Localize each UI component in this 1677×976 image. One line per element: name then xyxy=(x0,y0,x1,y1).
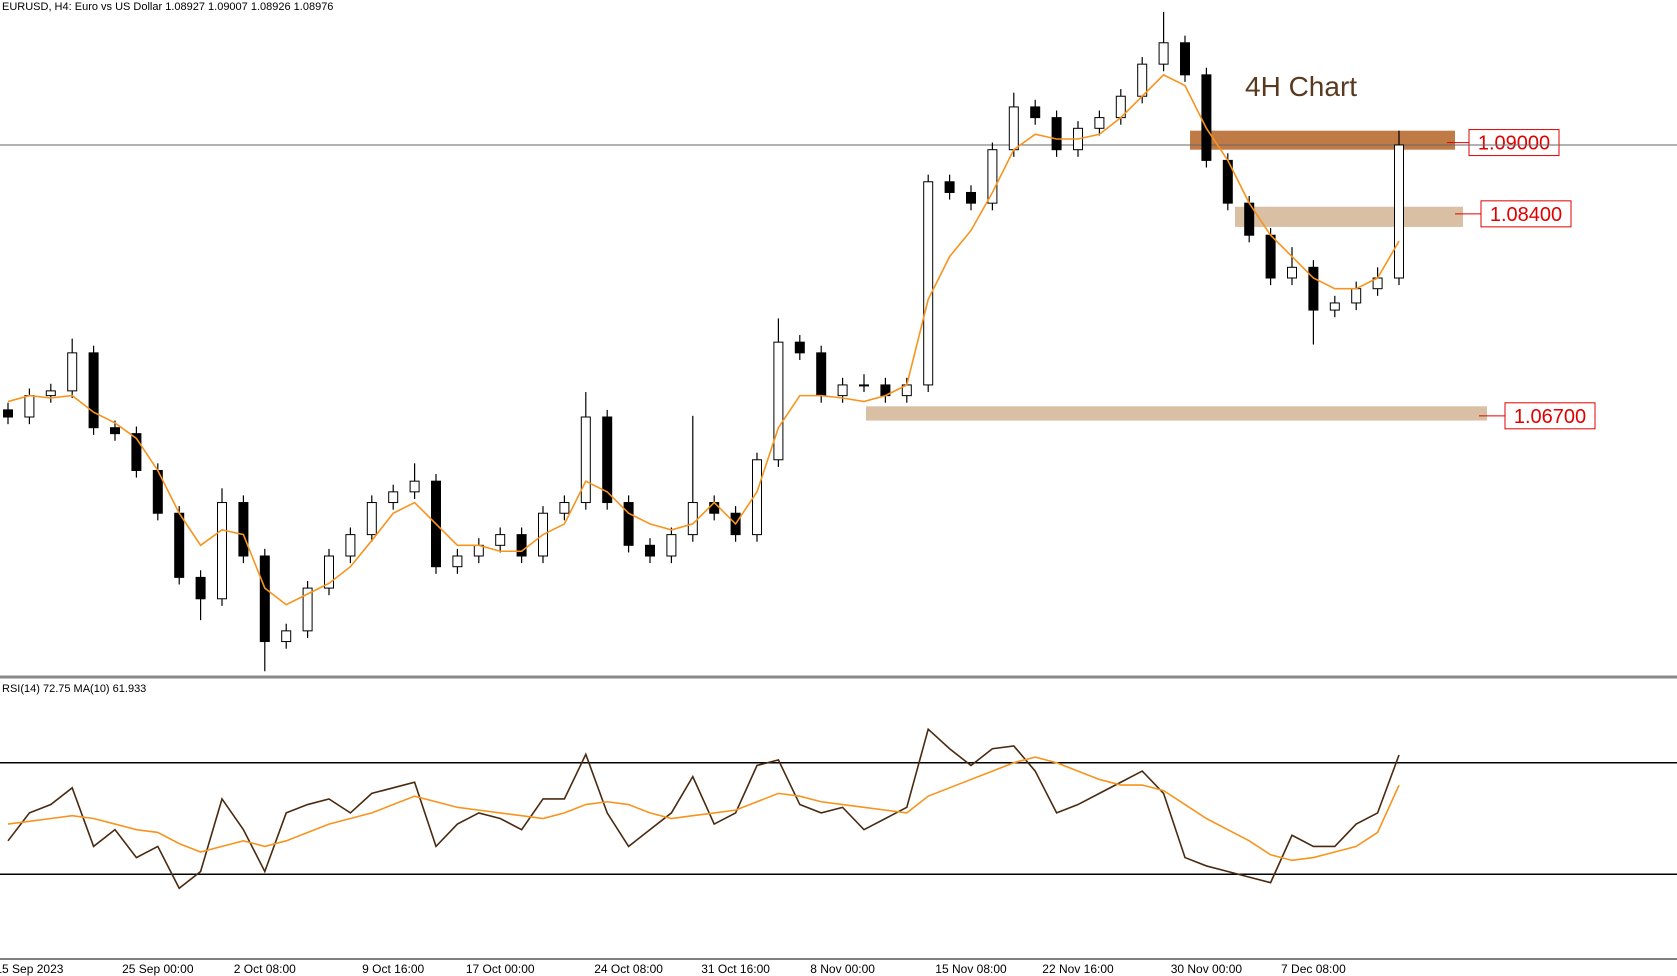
candle-body xyxy=(1180,42,1190,76)
candle-body xyxy=(217,502,227,600)
candle-body xyxy=(324,555,334,589)
candle-body xyxy=(773,341,784,461)
candle-body xyxy=(366,502,377,536)
candle-body xyxy=(131,433,142,471)
candle-body xyxy=(345,534,356,557)
candle-body xyxy=(1287,266,1297,279)
x-tick-label: 22 Nov 16:00 xyxy=(1042,962,1114,976)
zone xyxy=(1235,206,1463,227)
candle-body xyxy=(687,502,698,536)
candle-body xyxy=(1008,106,1019,151)
candle-body xyxy=(623,502,634,546)
x-tick-label: 31 Oct 16:00 xyxy=(701,962,770,976)
chart-header: EURUSD, H4: Euro vs US Dollar 1.08927 1.… xyxy=(2,1,333,13)
candle-body xyxy=(580,416,591,504)
candle-body xyxy=(67,352,78,392)
moving-average xyxy=(7,73,1400,606)
candle-body xyxy=(645,544,655,557)
x-tick-label: 2 Oct 08:00 xyxy=(234,962,296,976)
x-tick-label: 25 Sep 00:00 xyxy=(122,962,194,976)
candle-body xyxy=(1265,234,1276,279)
x-tick-label: 15 Nov 08:00 xyxy=(935,962,1007,976)
candle-body xyxy=(794,341,805,354)
candle-body xyxy=(110,427,120,435)
level-label: 1.08400 xyxy=(1490,204,1562,226)
candle-body xyxy=(1308,266,1319,311)
annotation: 4H Chart xyxy=(1245,71,1357,102)
x-tick-label: 30 Nov 00:00 xyxy=(1171,962,1243,976)
candle-body xyxy=(709,502,720,514)
candle-body xyxy=(3,409,13,418)
candle-body xyxy=(388,491,399,504)
candle-body xyxy=(1329,302,1340,311)
zone xyxy=(866,406,1487,421)
candle-body xyxy=(1051,117,1062,151)
level-label-box xyxy=(1468,129,1560,157)
candle-body xyxy=(1351,288,1362,304)
candle-body xyxy=(516,534,527,557)
candle-body xyxy=(1158,42,1169,65)
level-label-box xyxy=(1480,200,1572,228)
rsi-header: RSI(14) 72.75 MA(10) 61.933 xyxy=(2,683,146,695)
candle-body xyxy=(24,395,35,418)
level-label-box xyxy=(1504,402,1596,430)
candle-body xyxy=(1137,63,1148,97)
candle-body xyxy=(195,576,206,600)
candle-body xyxy=(88,352,99,429)
candle-body xyxy=(238,502,249,557)
x-tick-label: 17 Oct 00:00 xyxy=(466,962,535,976)
x-tick-label: 9 Oct 16:00 xyxy=(362,962,424,976)
candle-body xyxy=(45,390,56,397)
candle-body xyxy=(859,384,869,387)
candle-body xyxy=(1030,106,1041,119)
candle-body xyxy=(966,191,976,204)
candle-body xyxy=(944,181,955,193)
x-tick-label: 8 Nov 00:00 xyxy=(810,962,875,976)
x-tick-label: 7 Dec 08:00 xyxy=(1281,962,1346,976)
candle-body xyxy=(837,384,848,397)
level-label: 1.06700 xyxy=(1514,406,1586,428)
candle-body xyxy=(409,480,420,493)
candle-body xyxy=(1201,74,1212,161)
zone xyxy=(1190,130,1455,150)
candle-body xyxy=(495,534,506,546)
candle-body xyxy=(1394,144,1404,279)
candle-body xyxy=(452,555,463,568)
rsi-line xyxy=(7,756,1400,862)
candle-body xyxy=(1094,117,1105,129)
candle-body xyxy=(666,534,677,557)
candle-body xyxy=(816,352,827,397)
level-label: 1.09000 xyxy=(1478,133,1550,155)
x-tick-label: 24 Oct 08:00 xyxy=(594,962,663,976)
rsi-line xyxy=(7,727,1400,890)
candle-body xyxy=(923,181,934,386)
candle-body xyxy=(281,630,292,643)
candle-body xyxy=(174,512,185,578)
candle-body xyxy=(259,555,270,643)
candle-body xyxy=(559,502,570,514)
candle-body xyxy=(602,416,613,504)
x-tick-label: 15 Sep 2023 xyxy=(0,962,64,976)
candle-body xyxy=(987,149,998,204)
candle-body xyxy=(302,587,313,632)
